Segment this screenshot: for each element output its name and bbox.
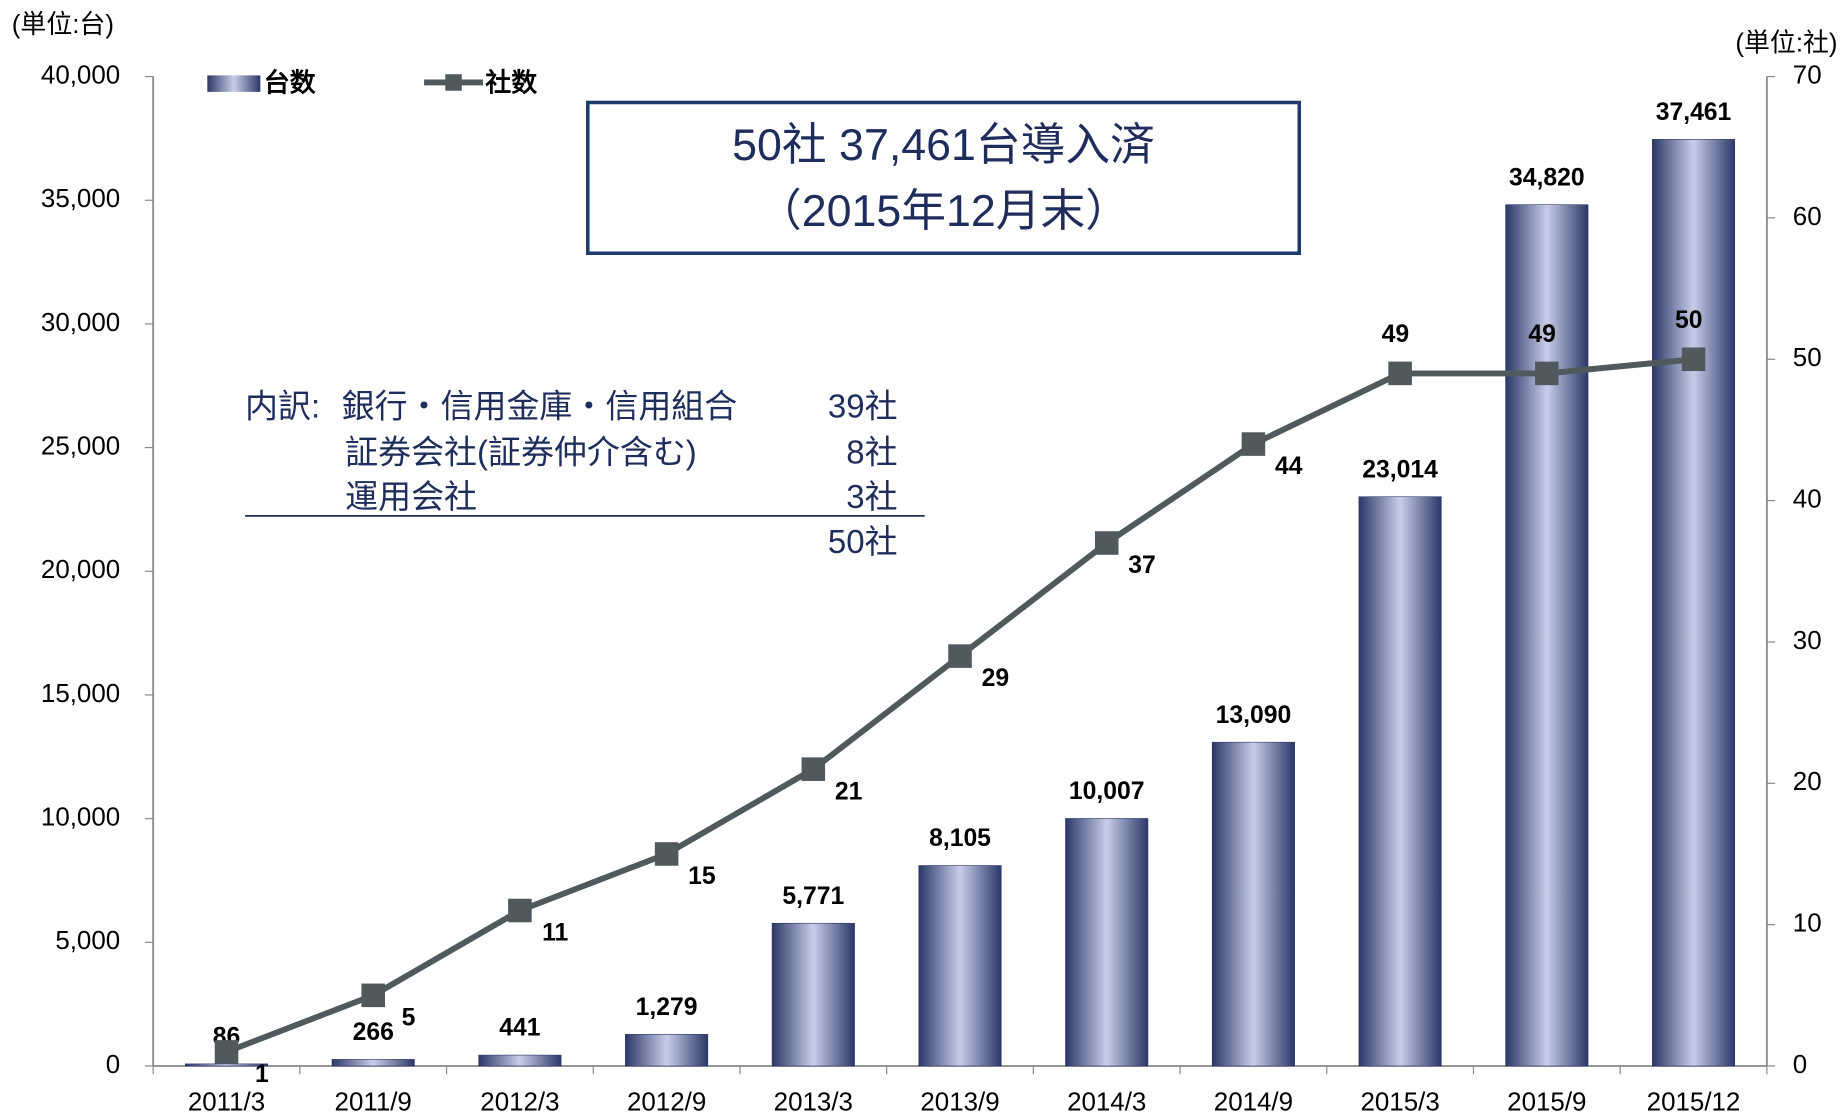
- bar: [918, 865, 1002, 1067]
- y-tick-label: 5,000: [55, 927, 120, 955]
- callout-line: 50社 37,461台導入済: [732, 120, 1155, 170]
- line-value-label: 1: [255, 1061, 269, 1088]
- x-tick-label: 2015/9: [1507, 1089, 1586, 1117]
- line-value-label: 21: [835, 778, 863, 805]
- y2-tick-label: 60: [1793, 203, 1822, 231]
- y-tick-label: 10,000: [41, 803, 120, 831]
- y2-tick-label: 30: [1793, 627, 1822, 655]
- line-marker: [654, 842, 679, 866]
- line-marker: [948, 644, 972, 668]
- bar: [478, 1054, 562, 1067]
- y-unit: (単位:台): [12, 10, 114, 39]
- y-tick-label: 35,000: [41, 185, 120, 213]
- line-value-label: 29: [982, 665, 1010, 692]
- x-tick-label: 2013/9: [920, 1089, 999, 1117]
- y2-tick-label: 70: [1793, 61, 1822, 89]
- breakdown-count: 3社: [846, 478, 897, 515]
- line-marker: [801, 757, 826, 781]
- x-tick-label: 2014/9: [1214, 1089, 1293, 1117]
- line-marker: [508, 898, 532, 923]
- y2-tick-label: 40: [1793, 485, 1822, 513]
- y2-tick-label: 20: [1793, 768, 1822, 796]
- callout-line: （2015年12月末）: [757, 186, 1130, 236]
- y-tick-label: 40,000: [41, 61, 120, 89]
- line-value-label: 49: [1382, 321, 1410, 348]
- line-value-label: 5: [402, 1004, 416, 1031]
- x-tick-label: 2011/3: [188, 1089, 265, 1117]
- breakdown-count: 39社: [828, 387, 898, 424]
- callout-box: [586, 100, 1302, 256]
- bar-value-label: 441: [499, 1015, 540, 1042]
- line-marker: [1535, 361, 1559, 386]
- breakdown-label: 証券会社(証券仲介含む): [345, 433, 697, 470]
- bar-value-label: 23,014: [1362, 456, 1438, 483]
- line-marker: [1388, 361, 1412, 386]
- bar-value-label: 37,461: [1656, 99, 1732, 126]
- y2-tick-label: 10: [1793, 909, 1822, 937]
- line-value-label: 37: [1128, 552, 1156, 579]
- y-tick-label: 20,000: [41, 556, 120, 584]
- x-tick-label: 2012/9: [627, 1089, 706, 1117]
- line-marker: [361, 983, 385, 1008]
- bar: [331, 1059, 415, 1067]
- breakdown-count: 8社: [846, 433, 897, 470]
- bar-value-label: 10,007: [1069, 778, 1145, 805]
- bar: [625, 1034, 709, 1067]
- x-tick-label: 2013/3: [774, 1089, 853, 1117]
- y2-unit: (単位:社): [1735, 29, 1837, 58]
- line-marker: [1094, 531, 1119, 555]
- legend-swatch: [445, 74, 462, 91]
- line-value-label: 50: [1675, 307, 1702, 334]
- x-tick-label: 2015/12: [1647, 1089, 1741, 1117]
- bar: [771, 922, 855, 1067]
- bar-value-label: 13,090: [1216, 702, 1292, 729]
- bar: [1358, 496, 1442, 1067]
- line-value-label: 44: [1275, 453, 1303, 480]
- bar: [1652, 139, 1736, 1067]
- y-tick-label: 25,000: [41, 432, 120, 460]
- bar: [1505, 204, 1589, 1067]
- x-tick-label: 2014/3: [1067, 1089, 1146, 1117]
- breakdown-label: 運用会社: [345, 478, 477, 515]
- line-value-label: 15: [688, 863, 716, 890]
- line-value-label: 49: [1528, 321, 1555, 348]
- bar: [1211, 741, 1295, 1067]
- y-tick-label: 15,000: [41, 680, 120, 708]
- bar-value-label: 34,820: [1509, 164, 1585, 191]
- bar-value-label: 266: [353, 1019, 394, 1046]
- legend-swatch: [207, 75, 261, 92]
- y2-tick-label: 50: [1793, 344, 1822, 372]
- legend-label: 社数: [485, 68, 537, 98]
- breakdown-prefix: 内訳:: [245, 387, 320, 424]
- x-tick-label: 2011/9: [335, 1089, 412, 1117]
- line-marker: [214, 1040, 239, 1064]
- breakdown-total: 50社: [828, 523, 898, 560]
- bar: [184, 1063, 269, 1067]
- x-tick-label: 2012/3: [480, 1089, 559, 1117]
- bar-value-label: 1,279: [636, 994, 698, 1021]
- bar: [1065, 818, 1149, 1067]
- x-tick-label: 2015/3: [1360, 1089, 1439, 1117]
- y2-tick-label: 0: [1793, 1051, 1807, 1079]
- line-marker: [1241, 432, 1266, 456]
- legend-label: 台数: [264, 68, 316, 98]
- line-marker: [1681, 347, 1706, 372]
- bar-value-label: 5,771: [782, 883, 844, 910]
- breakdown-label: 銀行・信用金庫・信用組合: [342, 387, 738, 424]
- line-value-label: 11: [542, 920, 568, 947]
- y-tick-label: 0: [106, 1051, 120, 1079]
- bar-value-label: 8,105: [929, 825, 991, 852]
- y-tick-label: 30,000: [41, 309, 120, 337]
